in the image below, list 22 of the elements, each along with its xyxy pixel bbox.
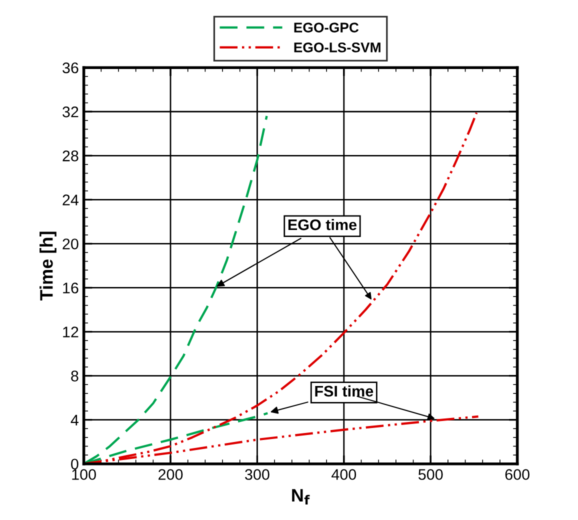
annotation: EGO time [288,218,357,230]
x-tick-label: 300 [245,469,270,480]
x-tick-label: 100 [72,469,96,480]
y-tick-label: 24 [62,194,79,206]
y-tick-label: 28 [62,150,78,162]
y-axis-title: Time [h] [40,232,56,300]
x-tick-label: 500 [418,469,443,480]
y-tick-label: 36 [62,62,78,74]
y-tick-label: 0 [71,458,78,470]
x-axis-title: N$_{f}$ [292,489,310,505]
y-tick-label: 12 [63,326,78,338]
x-tick-label: 200 [158,469,183,480]
y-tick-label: 8 [71,370,78,382]
annotation: FSI time [315,385,374,397]
y-tick-label: 16 [63,282,78,294]
x-tick-label: 600 [505,469,530,480]
y-tick-label: 4 [70,414,78,426]
y-tick-label: 20 [62,238,78,250]
x-tick-label: 400 [332,469,356,480]
legend-label: EGO-GPC [294,22,359,32]
y-tick-label: 32 [62,106,78,118]
legend-label: EGO-LS-SVM [294,42,380,52]
